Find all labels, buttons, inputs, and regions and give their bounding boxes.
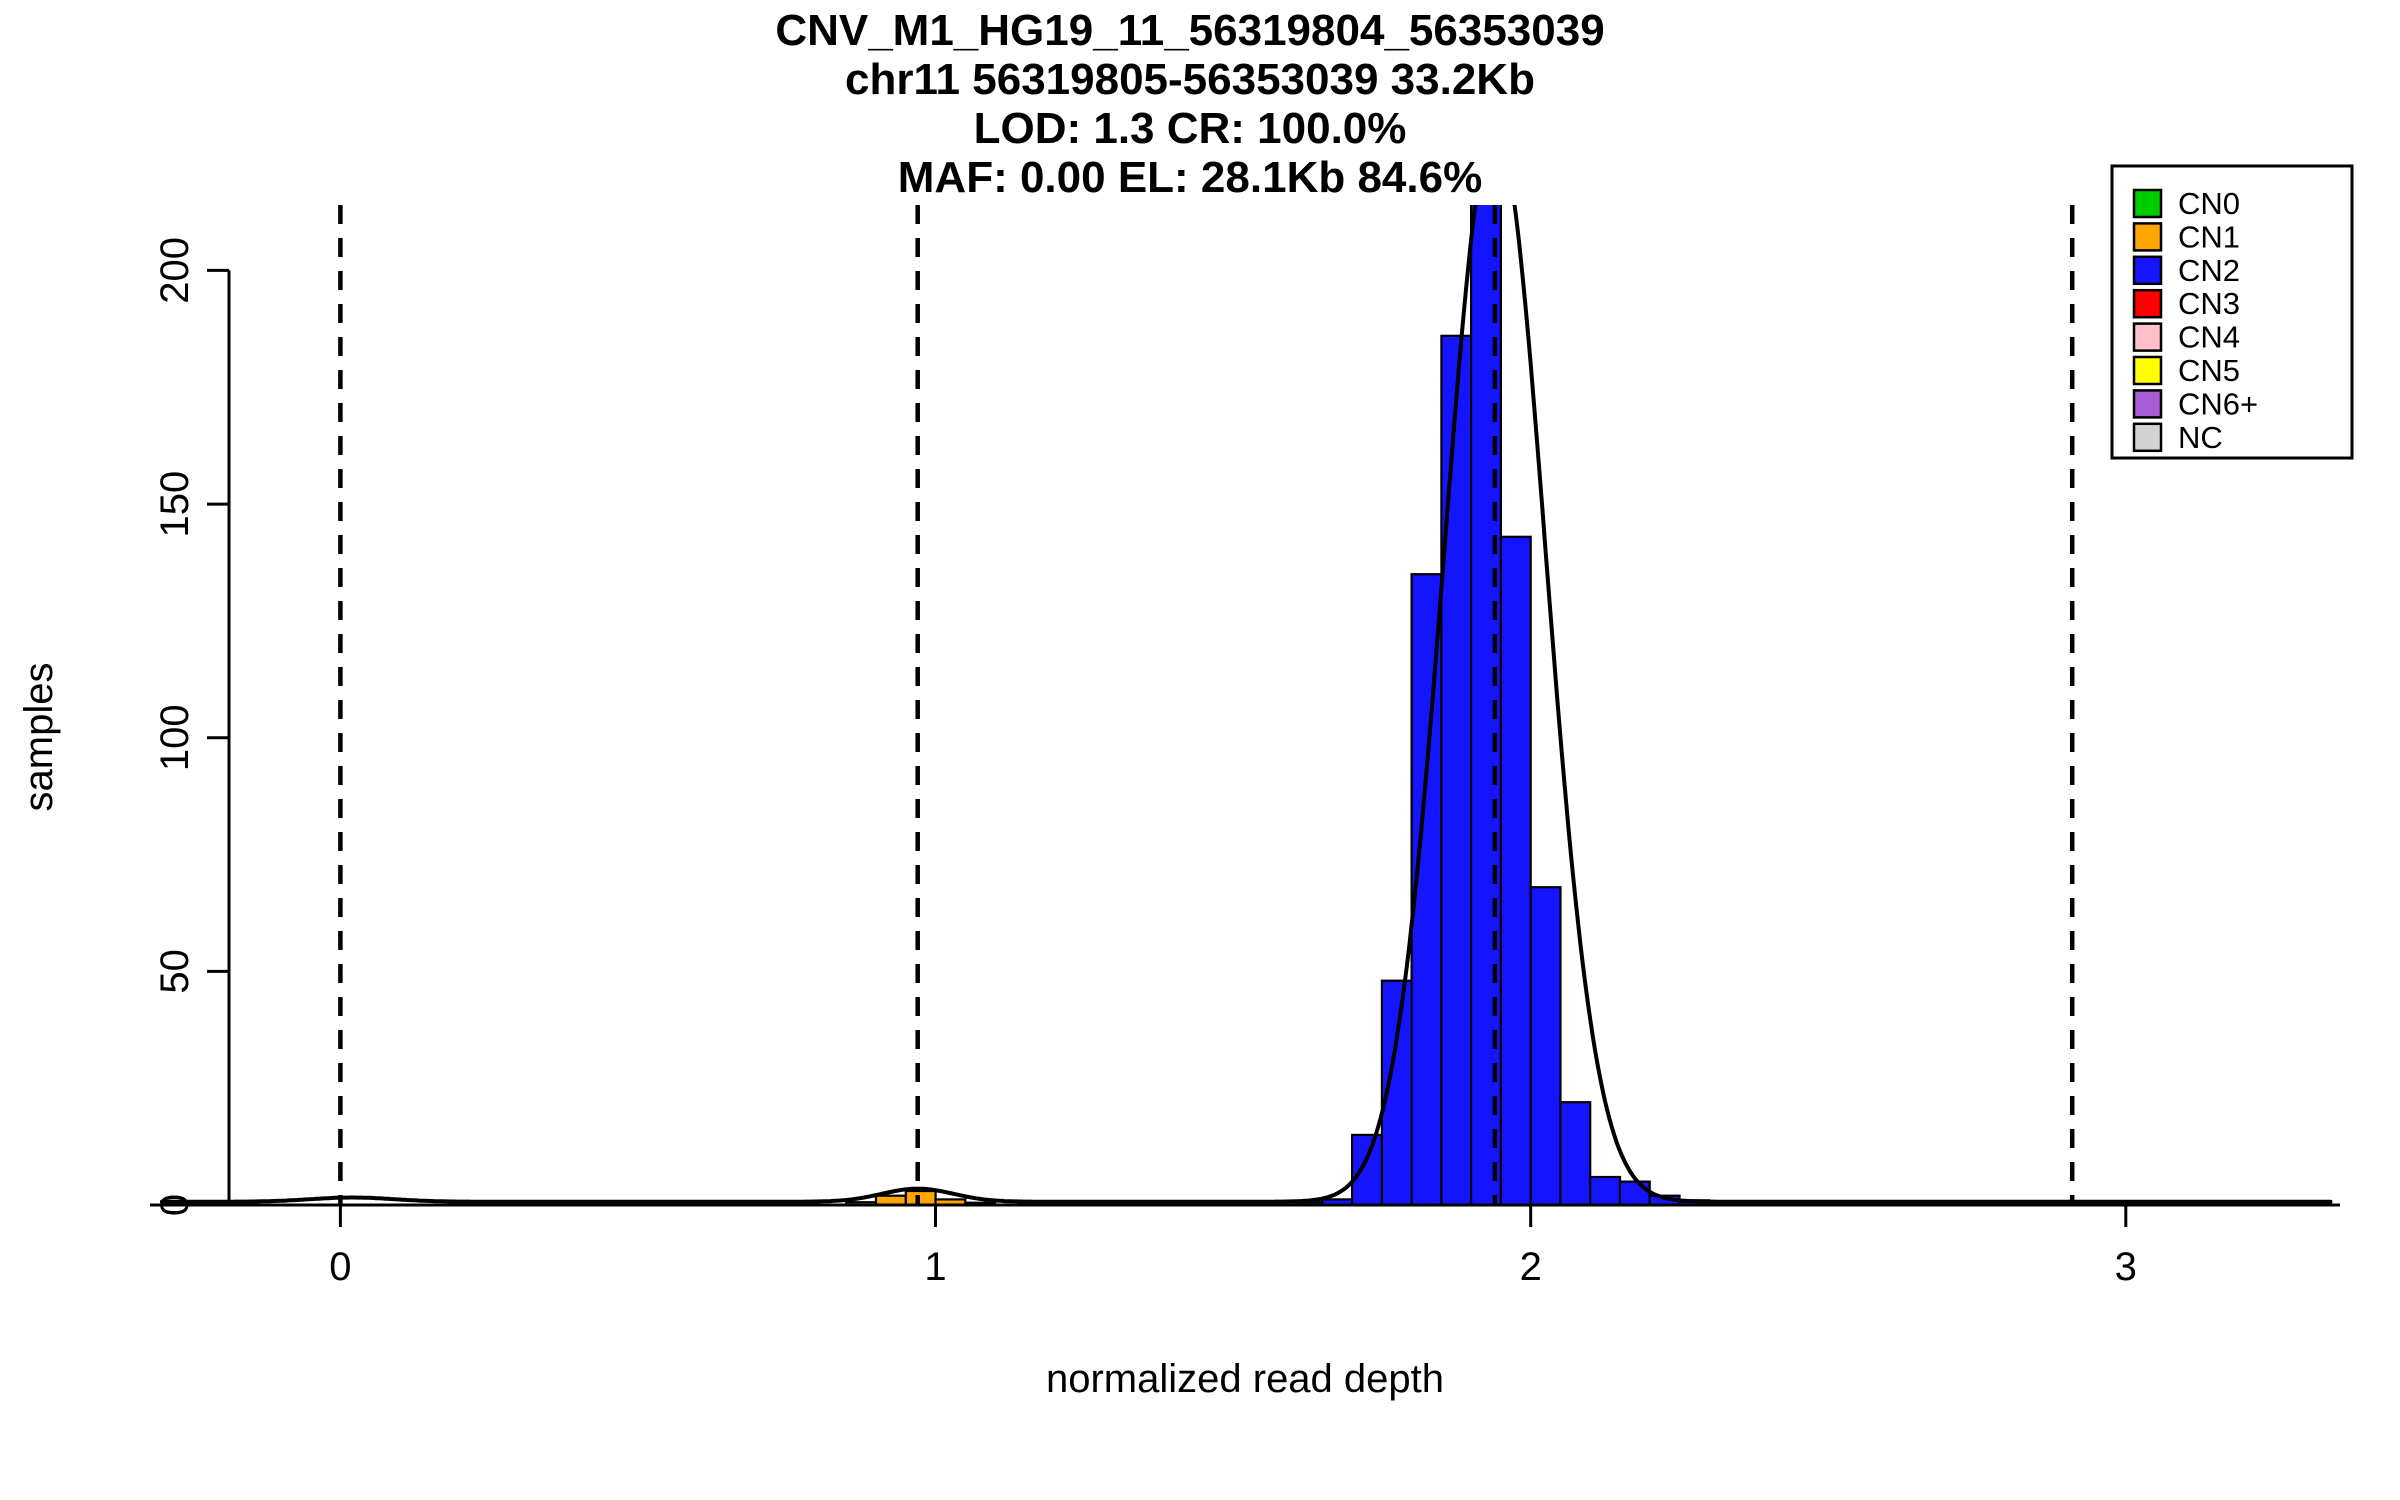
legend-label-CN2: CN2	[2178, 253, 2240, 288]
x-tick-label: 1	[924, 1245, 946, 1289]
y-tick-label: 200	[153, 237, 197, 304]
plot-title-line3: LOD: 1.3 CR: 100.0%	[973, 104, 1407, 153]
legend-label-CN5: CN5	[2178, 353, 2240, 388]
plot-title-line4: MAF: 0.00 EL: 28.1Kb 84.6%	[897, 153, 1483, 202]
hist-bar-CN2	[1350, 1133, 1383, 1206]
y-tick-label: 0	[153, 1194, 197, 1216]
density-curve	[159, 205, 2333, 1204]
legend-swatch-CN1	[2132, 222, 2163, 252]
plot-title-line1: CNV_M1_HG19_11_56319804_56353039	[775, 6, 1605, 55]
hist-bar-CN2	[1589, 1175, 1622, 1206]
axes-layer: 0 1 2 3 0 50 100 150 200	[150, 237, 2340, 1289]
hist-bar-CN2	[1559, 1101, 1592, 1206]
hist-bar-CN2	[1529, 886, 1562, 1206]
legend-label-CN6+: CN6+	[2178, 386, 2258, 421]
expected-cn-vlines-layer	[338, 205, 2075, 1205]
histogram-bars-layer	[845, 205, 1741, 1206]
legend-label-CN1: CN1	[2178, 219, 2240, 254]
x-tick-label: 3	[2115, 1245, 2137, 1289]
legend-swatch-CN6+	[2132, 389, 2163, 419]
y-axis-label: samples	[17, 663, 61, 812]
legend-swatch-CN4	[2132, 322, 2163, 352]
y-tick-label: 50	[153, 949, 197, 994]
hist-bar-CN2	[1499, 535, 1532, 1206]
legend-label-CN3: CN3	[2178, 286, 2240, 321]
legend-label-CN0: CN0	[2178, 186, 2240, 221]
y-tick-label: 100	[153, 704, 197, 771]
legend-swatch-CN5	[2132, 355, 2163, 386]
hist-bar-CN2	[1618, 1180, 1651, 1206]
legend-label-NC: NC	[2178, 420, 2223, 455]
hist-bar-CN1	[904, 1189, 937, 1206]
x-axis-label: normalized read depth	[1046, 1357, 1444, 1401]
density-curve-layer	[159, 205, 2333, 1204]
y-tick-label: 150	[153, 471, 197, 538]
x-tick-label: 0	[329, 1245, 351, 1289]
legend-label-CN4: CN4	[2178, 320, 2240, 355]
plot-title-line2: chr11 56319805-56353039 33.2Kb	[845, 55, 1535, 104]
hist-bar-CN2	[1440, 334, 1473, 1206]
x-tick-label: 2	[1520, 1245, 1542, 1289]
legend-swatch-NC	[2132, 422, 2163, 453]
legend-swatch-CN3	[2132, 288, 2163, 319]
legend-swatch-CN2	[2132, 255, 2163, 286]
plot-title-block: CNV_M1_HG19_11_56319804_56353039 chr11 5…	[0, 6, 2380, 202]
legend-swatch-CN0	[2132, 188, 2163, 219]
